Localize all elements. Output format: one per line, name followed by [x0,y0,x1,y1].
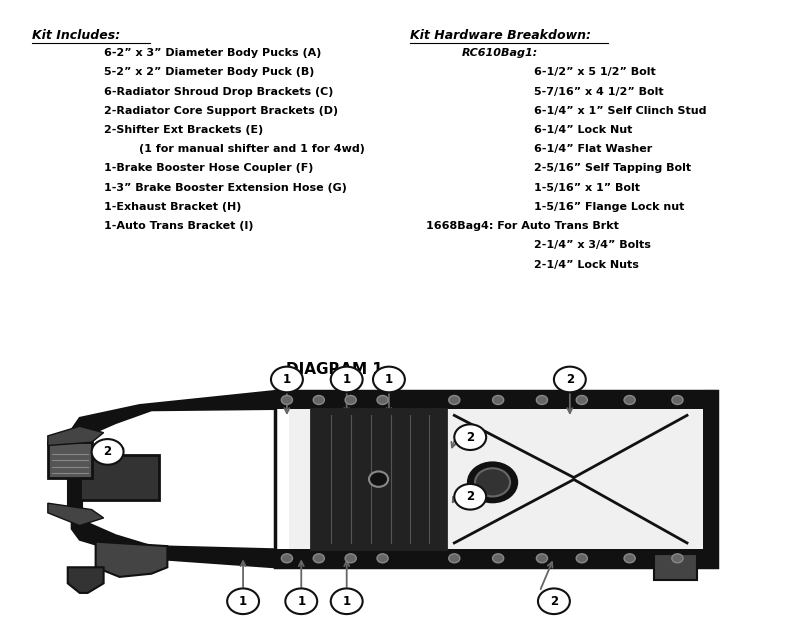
Bar [48,442,92,478]
Text: 5-7/16” x 4 1/2” Bolt: 5-7/16” x 4 1/2” Bolt [534,87,664,97]
Text: 2: 2 [566,373,574,386]
Text: 1: 1 [343,595,351,608]
Text: 2-1/4” x 3/4” Bolts: 2-1/4” x 3/4” Bolts [534,240,651,251]
Circle shape [576,395,587,404]
Circle shape [331,367,363,392]
Circle shape [576,554,587,563]
Circle shape [313,395,324,404]
Text: 1: 1 [297,595,305,608]
Text: 6-1/4” Flat Washer: 6-1/4” Flat Washer [534,144,652,154]
Text: 2-5/16” Self Tapping Bolt: 2-5/16” Self Tapping Bolt [534,163,691,174]
Bar [311,409,446,549]
Circle shape [373,367,405,392]
Bar [80,455,159,500]
Text: 1-5/16” x 1” Bolt: 1-5/16” x 1” Bolt [534,183,640,193]
Polygon shape [72,391,275,442]
Bar [654,554,697,580]
Circle shape [285,588,317,614]
Circle shape [313,554,324,563]
Circle shape [475,468,510,496]
Text: 1-3” Brake Booster Extension Hose (G): 1-3” Brake Booster Extension Hose (G) [104,183,347,193]
Bar [703,391,717,567]
Circle shape [454,484,486,510]
Polygon shape [68,567,104,593]
Circle shape [345,395,356,404]
Text: 5-2” x 2” Diameter Body Puck (B): 5-2” x 2” Diameter Body Puck (B) [104,67,314,78]
Text: 1: 1 [283,373,291,386]
Text: (1 for manual shifter and 1 for 4wd): (1 for manual shifter and 1 for 4wd) [139,144,365,154]
Circle shape [536,395,548,404]
Circle shape [281,554,292,563]
Bar [289,409,703,549]
Circle shape [281,395,292,404]
Text: 2: 2 [104,445,112,458]
Text: Kit Hardware Breakdown:: Kit Hardware Breakdown: [410,29,591,42]
Text: 1-Exhaust Bracket (H): 1-Exhaust Bracket (H) [104,202,241,212]
Text: 2: 2 [466,431,474,444]
Circle shape [469,463,516,501]
Text: DIAGRAM 1: DIAGRAM 1 [286,362,383,377]
Circle shape [493,554,504,563]
Text: 2-Shifter Ext Brackets (E): 2-Shifter Ext Brackets (E) [104,125,263,135]
Circle shape [449,395,460,404]
Circle shape [331,588,363,614]
Text: 6-Radiator Shroud Drop Brackets (C): 6-Radiator Shroud Drop Brackets (C) [104,87,333,97]
Circle shape [672,395,683,404]
Circle shape [92,439,124,465]
Text: 6-1/4” Lock Nut: 6-1/4” Lock Nut [534,125,632,135]
Text: 1668Bag4: For Auto Trans Brkt: 1668Bag4: For Auto Trans Brkt [426,221,619,231]
Text: 6-1/2” x 5 1/2” Bolt: 6-1/2” x 5 1/2” Bolt [534,67,656,78]
Text: RC610Bag1:: RC610Bag1: [462,48,539,58]
Polygon shape [72,516,275,567]
Text: 2: 2 [550,595,558,608]
Circle shape [554,367,586,392]
Text: 2-1/4” Lock Nuts: 2-1/4” Lock Nuts [534,260,639,270]
Text: 1-Brake Booster Hose Coupler (F): 1-Brake Booster Hose Coupler (F) [104,163,313,174]
Text: 6-1/4” x 1” Self Clinch Stud: 6-1/4” x 1” Self Clinch Stud [534,106,706,116]
Bar [705,391,715,567]
Text: 1-Auto Trans Bracket (I): 1-Auto Trans Bracket (I) [104,221,253,231]
Text: 1: 1 [343,373,351,386]
Circle shape [377,554,388,563]
Text: 1: 1 [385,373,393,386]
Circle shape [377,395,388,404]
Polygon shape [48,503,104,526]
Bar [275,549,717,567]
Circle shape [624,395,635,404]
Circle shape [227,588,259,614]
Polygon shape [48,426,104,445]
Circle shape [536,554,548,563]
Text: 2-Radiator Core Support Brackets (D): 2-Radiator Core Support Brackets (D) [104,106,338,116]
Bar [68,442,82,516]
Circle shape [672,554,683,563]
Bar [275,391,717,409]
Circle shape [624,554,635,563]
Circle shape [369,472,388,487]
Circle shape [538,588,570,614]
Text: 1: 1 [239,595,247,608]
Bar [275,391,717,567]
Circle shape [493,395,504,404]
Text: 2: 2 [466,490,474,503]
Polygon shape [96,542,167,577]
Text: Kit Includes:: Kit Includes: [32,29,120,42]
Text: 6-2” x 3” Diameter Body Pucks (A): 6-2” x 3” Diameter Body Pucks (A) [104,48,321,58]
Circle shape [454,424,486,450]
Circle shape [271,367,303,392]
Circle shape [449,554,460,563]
Circle shape [345,554,356,563]
Text: 1-5/16” Flange Lock nut: 1-5/16” Flange Lock nut [534,202,685,212]
